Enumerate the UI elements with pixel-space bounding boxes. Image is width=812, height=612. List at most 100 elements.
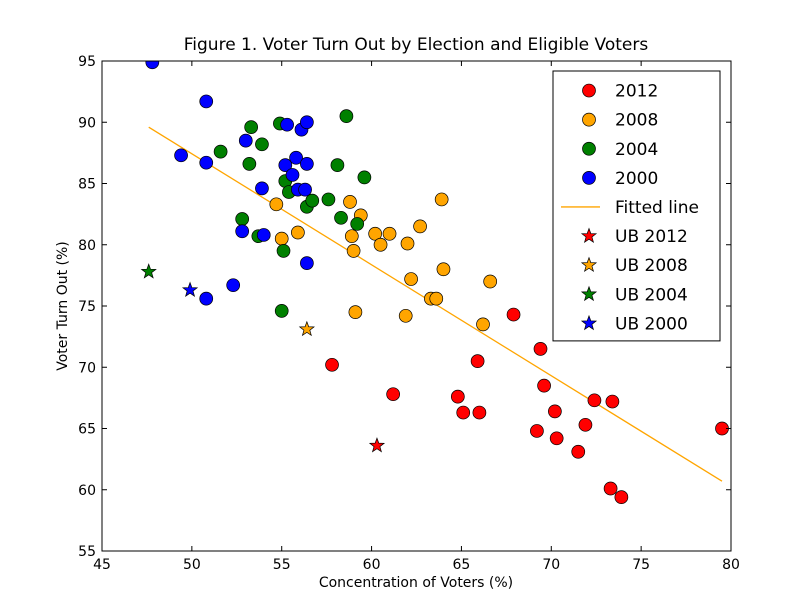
point-2004-12: [305, 193, 320, 208]
point-2008-5: [346, 244, 361, 258]
legend-marker: [580, 227, 598, 243]
legend-label: Fitted line: [615, 198, 699, 218]
point-2000-8: [255, 181, 269, 196]
point-2012-8: [533, 342, 548, 356]
point-2012-11: [549, 431, 564, 446]
point-2000-11: [280, 117, 294, 132]
point-2000-0: [145, 61, 160, 70]
point-2008-14: [413, 219, 427, 234]
point-2008-11: [398, 308, 413, 323]
point-ub-2004-0: [140, 263, 157, 279]
point-2012-12: [571, 444, 586, 459]
legend-marker: [582, 112, 596, 127]
point-2012-15: [603, 481, 618, 496]
point-2012-14: [587, 393, 602, 408]
legend-label: UB 2000: [615, 314, 688, 334]
y-tick-label: 90: [78, 115, 96, 131]
point-2004-7: [274, 304, 289, 318]
point-2008-6: [348, 305, 363, 319]
point-2012-0: [325, 357, 339, 372]
legend-marker: [582, 141, 596, 156]
point-2008-18: [436, 262, 451, 277]
point-2012-16: [605, 394, 620, 409]
legend-label: UB 2008: [615, 256, 688, 276]
point-2008-12: [400, 236, 415, 251]
point-2008-2: [291, 225, 305, 240]
point-2000-5: [226, 278, 241, 293]
point-2012-6: [506, 307, 521, 322]
point-2000-4: [199, 291, 214, 306]
y-tick-label: 75: [78, 299, 96, 315]
point-2004-2: [242, 157, 257, 171]
point-2012-1: [386, 387, 400, 402]
legend-marker: [582, 83, 596, 98]
point-2008-10: [382, 226, 397, 241]
point-2000-2: [199, 155, 214, 170]
point-2000-1: [174, 148, 188, 163]
point-2008-1: [274, 231, 289, 246]
point-2000-19: [300, 256, 314, 270]
point-2000-18: [300, 157, 314, 171]
point-ub-2008-0: [298, 320, 315, 337]
legend-marker: [580, 256, 598, 273]
point-2004-0: [213, 144, 228, 159]
point-ub-2012-0: [368, 437, 386, 453]
point-2000-9: [256, 228, 271, 242]
point-2012-2: [450, 389, 465, 404]
y-tick-label: 85: [78, 177, 96, 193]
plot-marks: [140, 61, 729, 504]
y-axis-label: Voter Turn Out (%): [55, 241, 71, 371]
axes: 45 50 55 60 65 70 75 80 55 60 65 70 75 80 85 90 95: [78, 54, 740, 573]
point-2012-4: [470, 354, 485, 368]
point-2004-15: [334, 210, 348, 225]
point-2012-10: [548, 404, 562, 419]
y-tick-label: 55: [78, 544, 96, 560]
x-tick-label: 45: [93, 557, 111, 573]
plot-area: [140, 61, 729, 504]
point-2004-17: [350, 217, 365, 231]
point-2012-13: [578, 417, 593, 432]
point-2000-16: [298, 182, 312, 197]
point-2008-17: [434, 192, 449, 207]
point-2004-13: [321, 192, 336, 207]
point-2004-1: [235, 212, 250, 226]
legend-label: 2008: [615, 111, 658, 131]
point-2000-6: [235, 224, 250, 239]
y-tick-label: 95: [78, 54, 96, 70]
point-2004-18: [357, 170, 372, 185]
point-2000-3: [199, 94, 214, 109]
point-2004-16: [339, 109, 354, 123]
point-2008-16: [429, 291, 444, 306]
point-2004-14: [330, 158, 345, 172]
point-2000-12: [285, 168, 300, 182]
point-2012-3: [456, 405, 471, 420]
legend-marker: [582, 171, 596, 185]
point-2000-7: [238, 133, 253, 148]
point-2004-3: [244, 120, 259, 135]
point-2008-0: [269, 197, 284, 212]
point-2004-8: [276, 244, 291, 258]
point-2008-13: [404, 272, 418, 286]
x-axis-label: Concentration of Voters (%): [319, 575, 513, 591]
point-2000-13: [289, 150, 303, 165]
x-tick-label: 50: [183, 557, 201, 573]
legend-label: 2004: [615, 140, 658, 160]
legend-label: 2012: [615, 82, 658, 102]
x-tick-label: 70: [542, 557, 560, 573]
chart-title: Figure 1. Voter Turn Out by Election and…: [184, 35, 649, 55]
y-tick-label: 60: [78, 483, 96, 499]
legend-box: [552, 70, 721, 342]
point-2000-17: [300, 115, 314, 130]
point-2008-3: [343, 195, 357, 209]
legend-label: 2000: [615, 169, 658, 189]
point-2012-5: [472, 405, 487, 420]
point-2008-4: [344, 229, 359, 244]
point-2004-5: [255, 137, 269, 152]
legend-label: UB 2012: [615, 227, 688, 247]
y-tick-label: 80: [78, 238, 96, 254]
point-2008-9: [373, 237, 388, 252]
point-2008-8: [368, 226, 383, 241]
point-2012-7: [530, 424, 544, 438]
x-tick-label: 55: [273, 557, 291, 573]
